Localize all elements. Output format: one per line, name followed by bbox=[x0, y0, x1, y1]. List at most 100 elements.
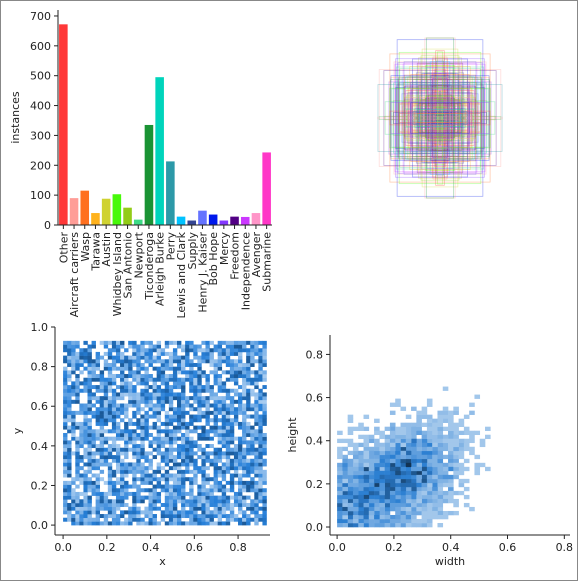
density-cell bbox=[352, 454, 359, 460]
density-cell bbox=[164, 388, 170, 393]
density-cell bbox=[217, 377, 223, 382]
density-cell bbox=[132, 469, 137, 474]
density-cell bbox=[75, 377, 80, 382]
density-cell bbox=[67, 362, 72, 367]
density-cell bbox=[205, 495, 210, 500]
density-cell bbox=[209, 477, 214, 482]
x-tick-label: Supply bbox=[186, 232, 199, 270]
density-cell bbox=[160, 517, 166, 522]
density-cell bbox=[168, 517, 174, 522]
density-cell bbox=[242, 510, 247, 515]
label-box bbox=[411, 105, 469, 131]
density-cell bbox=[181, 410, 186, 415]
label-box bbox=[430, 84, 450, 152]
density-cell bbox=[201, 348, 206, 353]
density-cell bbox=[358, 422, 364, 427]
density-cell bbox=[246, 421, 251, 426]
density-cell bbox=[250, 477, 255, 482]
density-cell bbox=[352, 518, 359, 524]
density-cell bbox=[120, 418, 125, 423]
density-cell bbox=[242, 392, 247, 397]
bar bbox=[69, 198, 79, 225]
density-cell bbox=[63, 425, 68, 430]
density-cell bbox=[111, 510, 117, 515]
density-cell bbox=[258, 455, 263, 460]
density-cell bbox=[358, 486, 364, 492]
density-cell bbox=[185, 451, 190, 456]
density-cell bbox=[197, 425, 202, 430]
label-box bbox=[429, 113, 451, 123]
density-cell bbox=[99, 495, 105, 500]
density-cell bbox=[374, 438, 380, 444]
density-cell bbox=[177, 517, 182, 522]
density-cell bbox=[132, 495, 137, 500]
density-cell bbox=[91, 374, 96, 379]
label-box bbox=[405, 95, 475, 141]
density-cell bbox=[209, 425, 214, 430]
label-box bbox=[401, 77, 479, 159]
density-cell bbox=[132, 414, 137, 419]
density-cell bbox=[156, 480, 162, 485]
density-cell bbox=[262, 432, 267, 437]
density-cell bbox=[193, 451, 198, 456]
density-cell bbox=[453, 490, 459, 496]
density-cell bbox=[246, 458, 251, 463]
density-cell bbox=[389, 470, 396, 476]
x-tick-label: 0.4 bbox=[442, 541, 460, 554]
density-cell bbox=[71, 488, 76, 493]
density-cell bbox=[95, 506, 101, 511]
density-cell bbox=[136, 458, 141, 463]
density-cell bbox=[258, 491, 263, 496]
x-tick-label: Arleigh Burke bbox=[154, 232, 167, 306]
density-cell bbox=[225, 403, 231, 408]
density-cell bbox=[193, 440, 198, 445]
density-cell bbox=[213, 510, 218, 515]
density-cell bbox=[71, 370, 76, 375]
density-cell bbox=[463, 458, 470, 464]
density-cell bbox=[164, 392, 170, 397]
x-tick-label: Avenger bbox=[250, 232, 263, 278]
density-cell bbox=[258, 403, 263, 408]
density-cell bbox=[79, 491, 84, 496]
label-box bbox=[411, 83, 469, 153]
density-cell bbox=[185, 477, 190, 482]
density-cell bbox=[181, 407, 186, 412]
density-cell bbox=[124, 491, 129, 496]
density-cell bbox=[262, 340, 267, 345]
density-cell bbox=[115, 410, 121, 415]
density-cell bbox=[421, 474, 428, 480]
density-cell bbox=[250, 403, 255, 408]
label-box bbox=[434, 68, 446, 168]
density-cell bbox=[225, 447, 231, 452]
density-cell bbox=[374, 523, 380, 528]
density-cell bbox=[152, 392, 157, 397]
density-cell bbox=[185, 374, 190, 379]
density-cell bbox=[177, 488, 182, 493]
density-cell bbox=[99, 403, 105, 408]
density-cell bbox=[79, 510, 84, 515]
density-cell bbox=[124, 444, 129, 449]
density-cell bbox=[469, 402, 475, 407]
density-cell bbox=[152, 366, 157, 371]
density-cell bbox=[67, 374, 72, 379]
label-box bbox=[407, 114, 473, 122]
density-cell bbox=[193, 344, 198, 349]
label-box bbox=[399, 113, 481, 123]
density-cell bbox=[128, 374, 133, 379]
density-cell bbox=[75, 385, 80, 390]
density-cell bbox=[201, 506, 206, 511]
y-axis-label: instances bbox=[9, 91, 22, 144]
label-box bbox=[399, 103, 481, 133]
density-cell bbox=[242, 432, 247, 437]
density-cell bbox=[201, 488, 206, 493]
density-cell bbox=[152, 495, 157, 500]
density-cell bbox=[120, 385, 125, 390]
density-cell bbox=[217, 374, 223, 379]
density-cell bbox=[238, 359, 243, 364]
density-cell bbox=[262, 447, 267, 452]
density-cell bbox=[71, 506, 76, 511]
label-box bbox=[428, 98, 452, 138]
density-cell bbox=[432, 514, 438, 520]
density-cell bbox=[221, 348, 227, 353]
density-cell bbox=[103, 396, 109, 401]
